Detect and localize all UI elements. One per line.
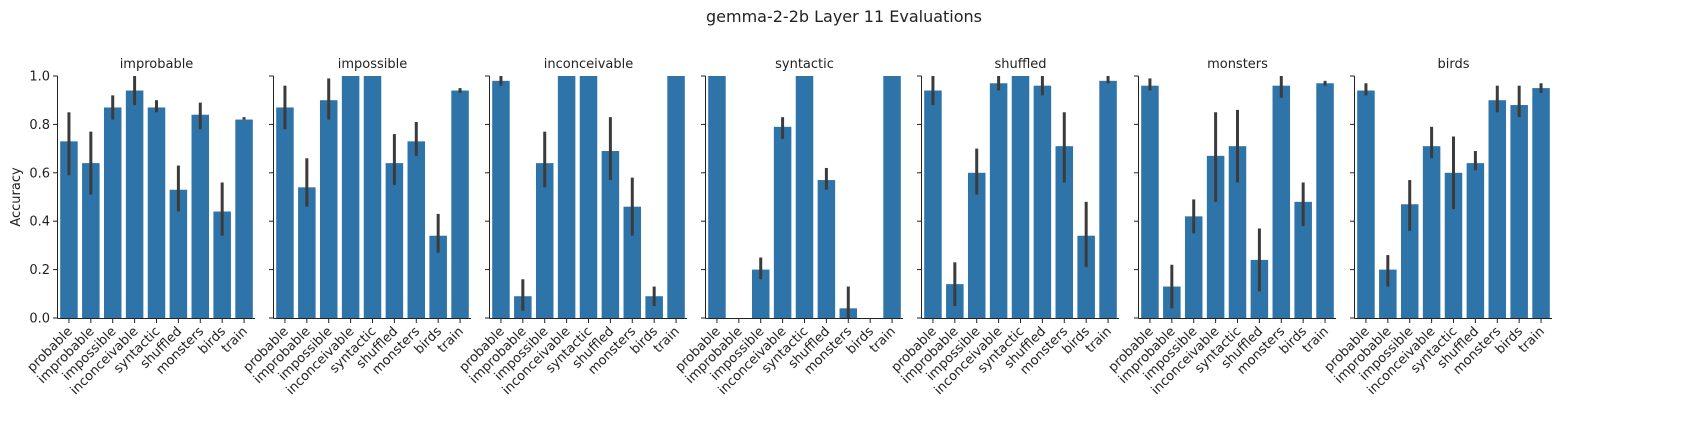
bar-impossible [967,172,986,318]
bar-inconceivable [1422,146,1441,318]
bar-impossible [103,107,122,319]
panel-title: syntactic [775,57,834,72]
bar-syntactic [795,76,814,318]
x-tick-label: train [1083,324,1115,356]
bar-syntactic [1228,146,1247,318]
x-tick-label: train [1300,324,1332,356]
bar-monsters [191,114,210,318]
panel-title: impossible [338,57,408,72]
bar-birds [1294,201,1312,318]
bar-shuffled [169,189,188,318]
y-axis-label: Accuracy [9,167,24,227]
bar-shuffled [601,151,620,318]
bar-monsters [1272,85,1291,319]
bar-impossible [1400,204,1419,318]
bar-monsters [407,141,426,318]
bar-inconceivable [125,90,144,319]
bar-train [1532,88,1550,318]
bar-syntactic [147,107,166,319]
panel-title: shuffled [994,57,1046,72]
panel-inconceivable: inconceivableprobableimprobableimpossibl… [457,57,687,398]
x-tick-label: train [867,324,899,356]
x-tick-label: train [1516,324,1548,356]
bar-probable [276,107,294,319]
panel-impossible: impossibleprobableimprobableimpossiblein… [241,57,471,398]
bar-birds [1510,105,1528,318]
bar-train [1316,83,1334,318]
bar-inconceivable [557,76,576,318]
panel-monsters: monstersprobableimprobableimpossibleinco… [1106,57,1336,398]
bar-probable [492,80,510,318]
figure-title: gemma-2-2b Layer 11 Evaluations [706,7,982,26]
bar-shuffled [1466,163,1485,318]
y-tick-label: 0.4 [29,215,50,230]
bar-syntactic [1444,172,1463,318]
x-tick-label: train [651,324,683,356]
panels: improbable0.00.20.40.60.81.0probableimpr… [25,57,1552,398]
y-tick-label: 0.2 [29,263,50,278]
bar-probable [708,76,726,318]
bar-shuffled [385,163,404,318]
bar-probable [1141,85,1159,319]
x-tick-label: train [435,324,467,356]
bar-syntactic [1011,76,1030,318]
x-tick-label: train [219,324,251,356]
bar-train [1099,80,1117,318]
panel-title: improbable [120,57,194,72]
panel-birds: birdsprobableimprobableimpossibleinconce… [1322,57,1552,398]
bar-monsters [1055,146,1074,318]
bar-impossible [319,100,338,318]
y-tick-label: 0.8 [29,118,50,133]
bar-train [235,119,253,318]
panel-syntactic: syntacticprobableimprobableimpossibleinc… [673,57,903,398]
bar-monsters [623,206,642,318]
bar-shuffled [817,180,836,318]
panel-improbable: improbable0.00.20.40.60.81.0probableimpr… [25,57,255,398]
bar-birds [1077,235,1095,318]
bar-inconceivable [773,126,792,318]
bar-syntactic [579,76,598,318]
bar-probable [924,90,942,319]
y-tick-label: 0.6 [29,166,50,181]
bar-impossible [535,163,554,318]
bar-inconceivable [341,76,360,318]
bar-impossible [751,269,770,318]
bar-inconceivable [989,83,1008,318]
panel-title: birds [1437,57,1469,72]
bar-probable [1357,90,1375,319]
bar-monsters [1488,100,1507,318]
panel-shuffled: shuffledprobableimprobableimpossibleinco… [889,57,1119,398]
bar-birds [429,235,447,318]
bar-improbable [1379,269,1397,318]
panel-title: monsters [1207,57,1268,72]
bar-probable [60,141,78,318]
bar-train [451,90,469,319]
y-tick-label: 0.0 [29,312,50,327]
bar-train [883,76,901,318]
bar-improbable [298,187,316,318]
y-tick-label: 1.0 [29,70,50,85]
bar-shuffled [1033,85,1052,319]
panel-title: inconceivable [544,57,633,72]
bar-syntactic [363,76,382,318]
bar-improbable [82,163,100,318]
bar-birds [645,296,663,318]
bar-inconceivable [1206,155,1225,318]
bar-birds [213,211,231,318]
bar-train [667,76,685,318]
bar-impossible [1184,216,1203,318]
